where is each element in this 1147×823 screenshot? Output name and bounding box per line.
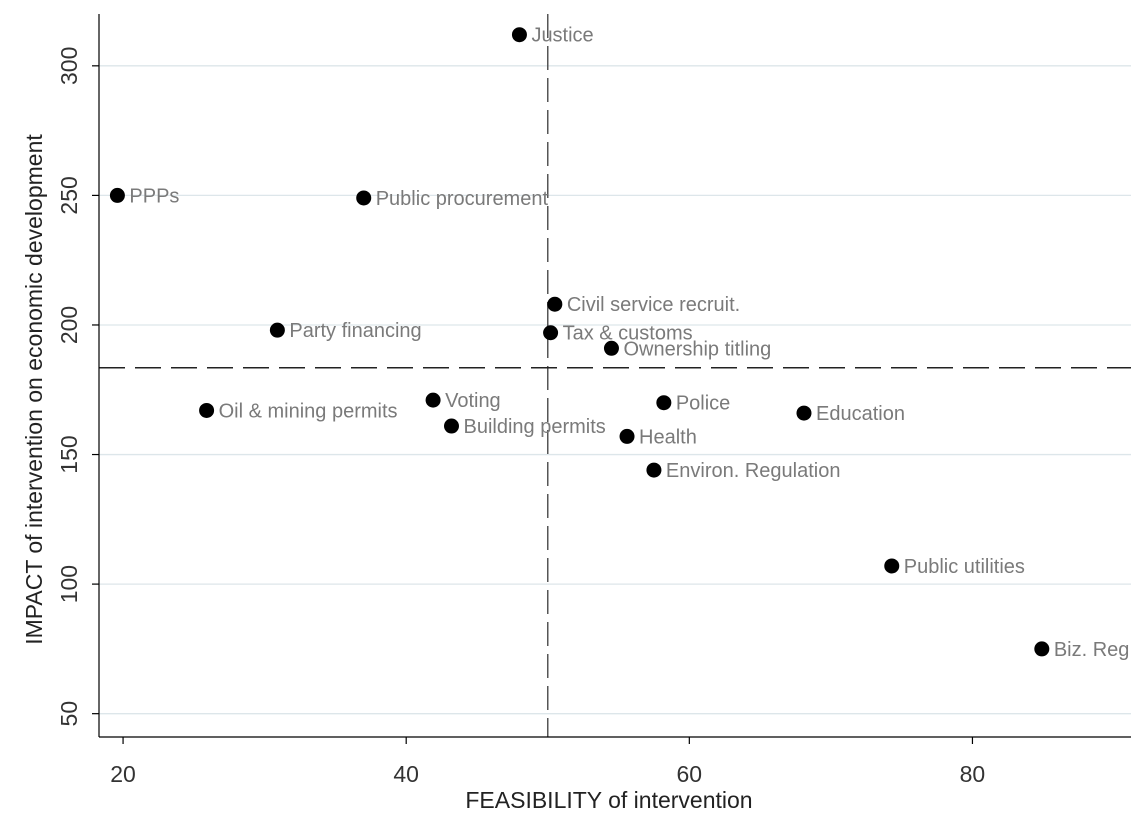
data-points: Justice PPPs Public procurement Civil servi… [109,25,1130,661]
data-point-label: Health [639,426,697,448]
data-point [425,392,441,408]
data-point [511,27,527,43]
y-tick-label-250: 250 [56,176,82,214]
data-point [884,558,900,574]
data-point-label: Building permits [463,416,605,438]
data-point [443,418,459,434]
data-point [543,325,559,341]
data-point [109,187,125,203]
data-point-label: Public procurement [376,188,549,210]
data-point-label: Oil & mining permits [219,400,398,422]
reference-lines [99,14,1131,737]
data-point-label: Justice [531,25,593,47]
data-point [603,340,619,356]
data-point-label: Biz. Reg [1054,639,1130,661]
y-tick-label-300: 300 [56,47,82,85]
x-tick-label-20: 20 [110,761,136,787]
data-point [356,190,372,206]
data-point [796,405,812,421]
axes: 50 100 150 200 250 300 20 40 60 80 [56,14,1131,787]
data-point-label: Party financing [289,320,421,342]
y-axis-title: IMPACT of intervention on economic devel… [21,134,47,645]
data-point-label: Civil service recruit. [567,294,740,316]
grid [99,65,1131,715]
y-tick-label-50: 50 [56,701,82,727]
data-point-label: Ownership titling [623,338,771,360]
y-tick-label-100: 100 [56,565,82,603]
y-tick-label-200: 200 [56,306,82,344]
data-point [646,462,662,478]
x-axis-title: FEASIBILITY of intervention [465,787,752,813]
data-point [619,428,635,444]
data-point-label: Education [816,403,905,425]
x-tick-label-60: 60 [677,761,703,787]
data-point [547,296,563,312]
data-point [269,322,285,338]
data-point-label: PPPs [129,185,179,207]
data-point-label: Tax & customs [563,323,693,345]
data-point-label: Environ. Regulation [666,460,841,482]
data-point-label: Public utilities [904,556,1025,578]
data-point [199,402,215,418]
data-point-label: Police [676,393,730,415]
x-tick-label-80: 80 [960,761,986,787]
y-tick-label-150: 150 [56,435,82,473]
data-point [656,395,672,411]
x-tick-label-40: 40 [393,761,419,787]
data-point [1034,641,1050,657]
data-point-label: Voting [445,390,501,412]
